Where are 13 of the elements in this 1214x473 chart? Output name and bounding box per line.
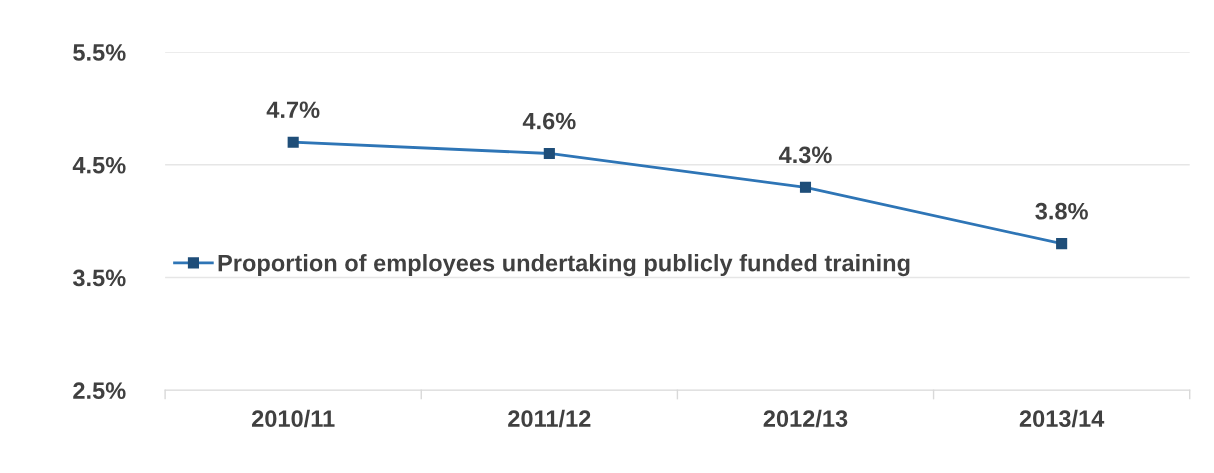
x-tick-label: 2013/14: [1019, 409, 1105, 428]
y-tick-label: 5.5%: [73, 44, 126, 61]
text: 3.8%: [1035, 202, 1088, 220]
text: 4.7%: [266, 101, 320, 119]
text: 4.3%: [778, 146, 832, 164]
y-tick-label: 4.5%: [72, 156, 126, 174]
x-tick-label: 2011/12: [508, 409, 591, 428]
y-tick-label: 2.5%: [73, 382, 126, 400]
x-tick-label: 2012/13: [763, 409, 848, 428]
x-tick-label: 2010/11: [251, 409, 335, 428]
legend-label: Proportion of employees undertaking publicly funded training: [218, 254, 910, 277]
y-tick-label: 3.5%: [72, 269, 126, 287]
text: 4.6%: [522, 112, 576, 130]
